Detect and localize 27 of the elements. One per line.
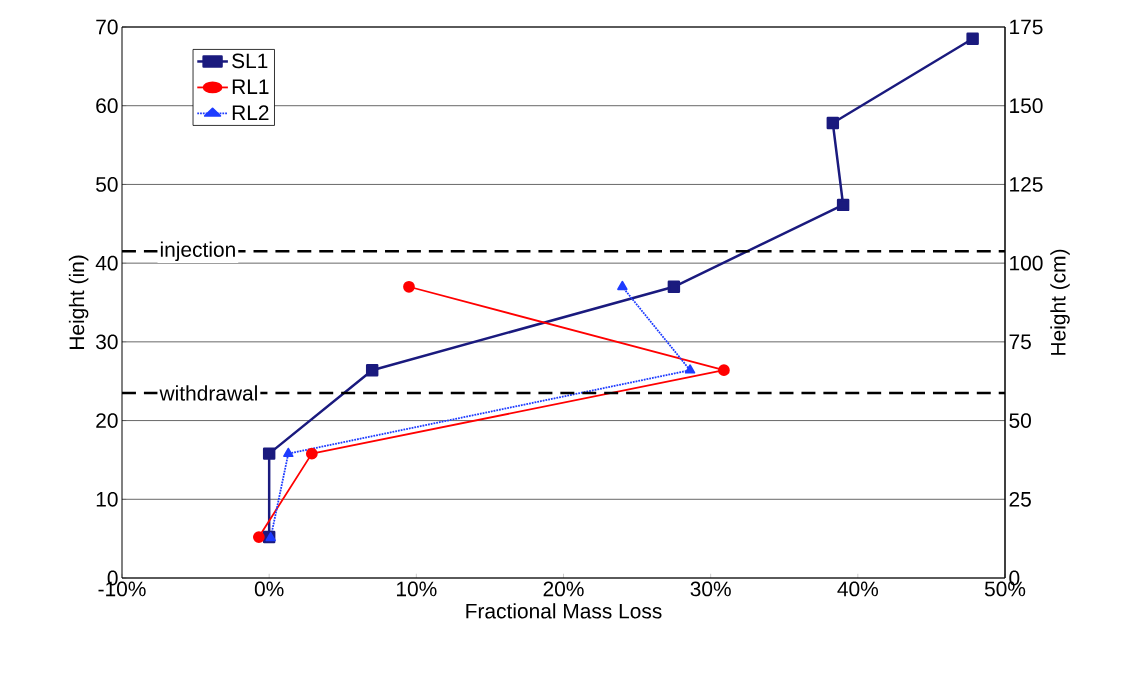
legend-label: RL2	[232, 105, 269, 120]
y2-tick-label: 75	[1009, 334, 1031, 350]
y-axis-title: Height (in)	[68, 255, 89, 350]
y2-tick-label: 25	[1009, 491, 1031, 507]
y2-tick-label: 100	[1010, 255, 1043, 271]
y2-axis-title: Height (cm)	[1050, 249, 1070, 355]
x-axis-title: Fractional Mass Loss	[466, 603, 662, 619]
y-tick-label: 20	[96, 413, 118, 428]
x-tick-label: 40%	[837, 581, 879, 597]
x-tick-label: 20%	[543, 581, 584, 597]
legend-label: SL1	[232, 53, 268, 69]
y2-tick-label: 150	[1010, 98, 1043, 114]
y-tick-label: 30	[96, 334, 118, 350]
y-tick-label: 70	[96, 19, 118, 35]
y-tick-label: 40	[95, 255, 118, 271]
x-tick-label: 30%	[690, 581, 731, 597]
ref-line-label: withdrawal	[159, 385, 257, 401]
x-tick-label: 10%	[396, 581, 437, 597]
y2-tick-label: 50	[1009, 413, 1031, 428]
x-tick-label: 0%	[254, 581, 284, 597]
y2-tick-label: 175	[1010, 19, 1043, 35]
ref-line-label: injection	[160, 241, 235, 262]
y-tick-label: 50	[96, 177, 118, 192]
legend-label: RL1	[232, 79, 269, 94]
y-tick-label: 60	[96, 98, 118, 114]
y2-tick-label: 125	[1010, 177, 1043, 192]
y-tick-label: 10	[96, 491, 118, 507]
